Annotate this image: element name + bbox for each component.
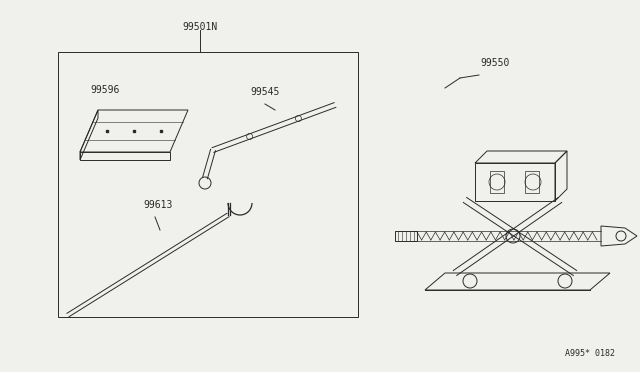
Bar — [475, 163, 555, 201]
Bar — [490, 171, 504, 193]
Bar — [58, 52, 358, 317]
Text: 99501N: 99501N — [182, 22, 218, 32]
Text: A995* 0182: A995* 0182 — [565, 349, 615, 358]
Text: 99596: 99596 — [90, 85, 120, 95]
Bar — [525, 171, 539, 193]
Text: 99550: 99550 — [480, 58, 509, 68]
Text: 99545: 99545 — [250, 87, 280, 97]
Text: 99613: 99613 — [143, 200, 172, 210]
